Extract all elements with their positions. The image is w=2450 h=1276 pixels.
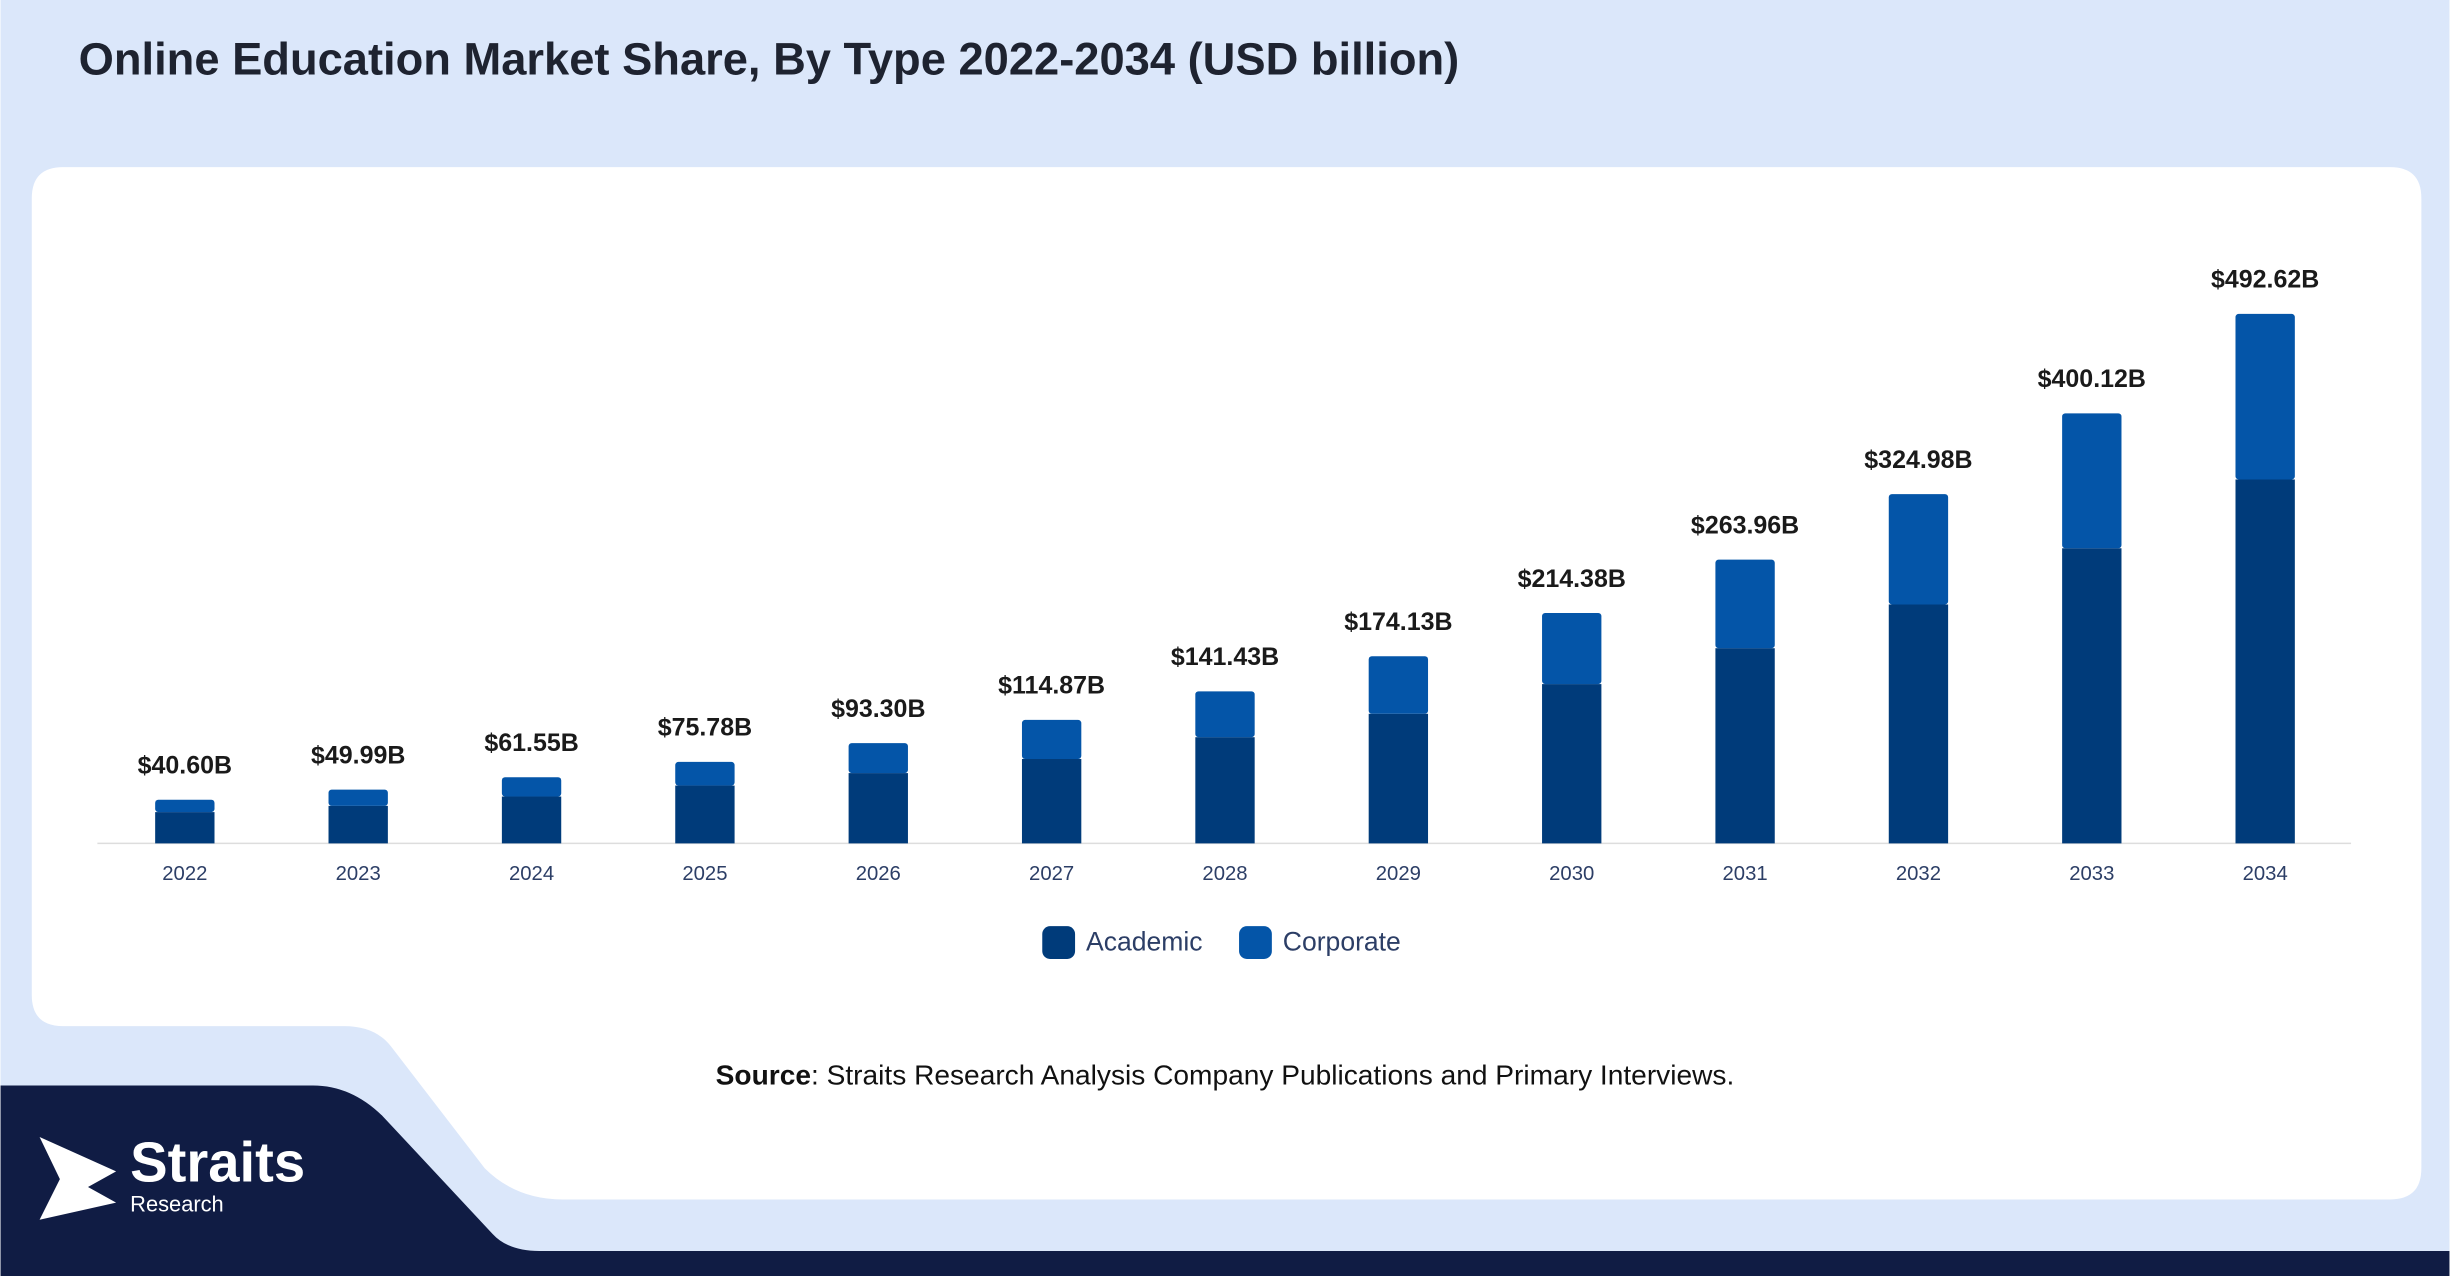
legend-swatch <box>1239 926 1272 959</box>
total-label: $61.55B <box>484 729 578 757</box>
x-tick-label: 2030 <box>1549 863 1594 885</box>
total-label: $75.78B <box>658 714 752 742</box>
bar-segment <box>1542 684 1602 844</box>
bar-segment <box>1021 719 1082 760</box>
bar-segment <box>1888 604 1949 844</box>
bar-segment <box>2235 313 2295 480</box>
source-text: : Straits Research Analysis Company Publ… <box>811 1060 1734 1091</box>
legend-swatch <box>1042 926 1076 959</box>
footer-band <box>0 1085 2450 1276</box>
bar-segment <box>2062 548 2122 844</box>
x-tick-label: 2027 <box>1029 863 1074 885</box>
bar-segment <box>848 743 908 774</box>
x-tick-label: 2031 <box>1723 863 1768 885</box>
total-label: $114.87B <box>998 672 1105 700</box>
bar-segment <box>1368 656 1429 714</box>
bar-segment <box>1715 559 1775 649</box>
bar-segment <box>1888 494 1949 605</box>
source-label: Source <box>716 1060 811 1091</box>
chart-title: Online Education Market Share, By Type 2… <box>79 33 1460 84</box>
total-label: $492.62B <box>2211 266 2319 294</box>
bar-segment <box>155 812 215 844</box>
bar-segment <box>2062 413 2122 549</box>
total-label: $263.96B <box>1691 511 1799 539</box>
card <box>31 167 2422 1200</box>
legend-label: Corporate <box>1283 926 1401 956</box>
bar-segment <box>848 773 908 844</box>
logo-icon <box>39 1136 117 1220</box>
bar-segment <box>1715 648 1775 844</box>
total-label: $174.13B <box>1344 608 1452 636</box>
total-label: $324.98B <box>1864 446 1972 474</box>
total-label: $40.60B <box>138 752 232 780</box>
bar-segment <box>501 777 562 797</box>
bar-segment <box>1542 612 1602 685</box>
x-tick-label: 2023 <box>336 863 381 885</box>
x-tick-label: 2032 <box>1896 863 1941 885</box>
bar-segment <box>1195 737 1255 844</box>
bar-segment <box>1195 691 1255 738</box>
x-tick-label: 2034 <box>2243 863 2288 885</box>
x-tick-label: 2022 <box>162 863 207 885</box>
bar-segment <box>155 799 215 813</box>
bar-segment <box>328 805 388 844</box>
x-tick-label: 2024 <box>509 863 554 885</box>
x-tick-label: 2025 <box>682 863 727 885</box>
logo-name: Straits <box>130 1131 305 1194</box>
bar-segment <box>1021 759 1082 844</box>
total-label: $141.43B <box>1171 643 1279 671</box>
x-tick-label: 2033 <box>2069 863 2114 885</box>
total-label: $93.30B <box>831 695 925 723</box>
bar-segment <box>675 785 735 844</box>
bar-segment <box>1368 713 1429 844</box>
bar-segment <box>501 796 562 844</box>
total-label: $400.12B <box>2038 365 2146 393</box>
source: Source: Straits Research Analysis Compan… <box>716 1060 1735 1091</box>
legend-label: Academic <box>1086 926 1203 956</box>
total-label: $49.99B <box>311 741 405 769</box>
bar-segment <box>2235 479 2295 844</box>
x-tick-label: 2029 <box>1376 863 1421 885</box>
total-label: $214.38B <box>1518 565 1626 593</box>
x-tick-label: 2026 <box>856 863 901 885</box>
bar-segment <box>328 789 388 806</box>
logo-sub: Research <box>130 1191 224 1216</box>
x-tick-label: 2028 <box>1202 863 1247 885</box>
bar-segment <box>675 761 735 786</box>
